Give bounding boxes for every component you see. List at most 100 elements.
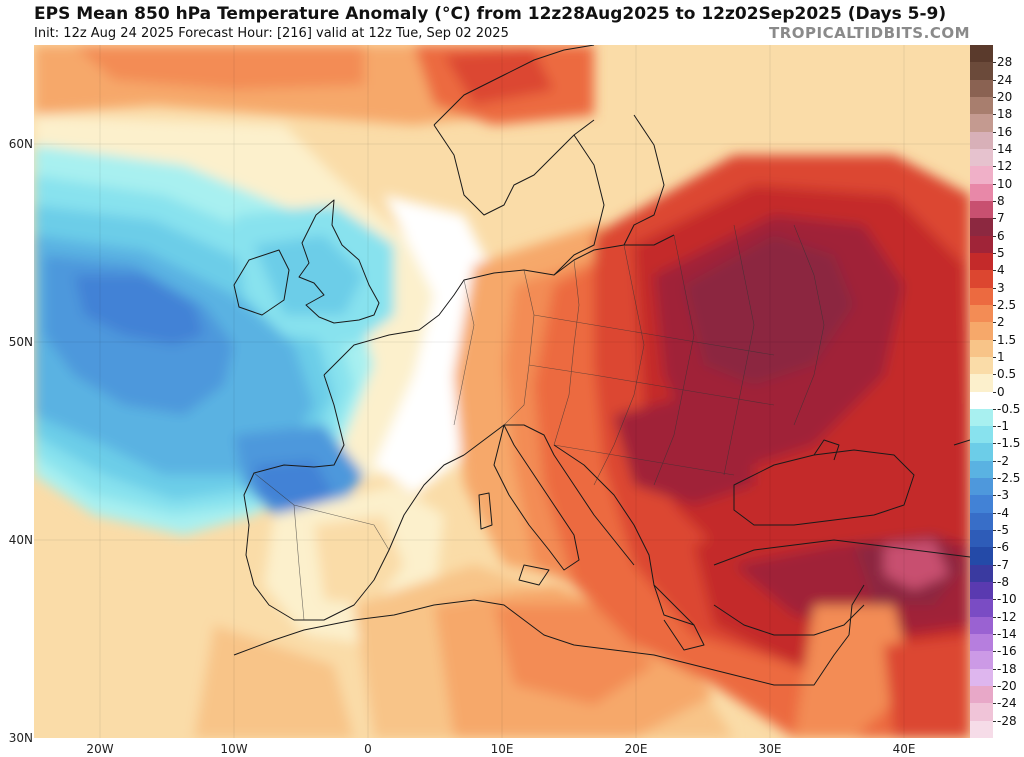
colorbar-label: -2 (997, 453, 1009, 468)
colorbar-cell (970, 443, 993, 462)
colorbar-label: -16 (997, 644, 1017, 659)
colorbar-cell (970, 408, 993, 427)
colorbar-label: -20 (997, 679, 1017, 694)
colorbar-tick (993, 304, 996, 306)
colorbar-tick (993, 547, 996, 549)
colorbar-cell (970, 720, 993, 739)
colorbar-tick (993, 131, 996, 133)
colorbar-label: -1 (997, 419, 1009, 434)
lat-label-30n: 30N (8, 731, 33, 745)
colorbar-label: 2 (997, 315, 1005, 330)
country-borders (253, 224, 825, 621)
colorbar-cell (970, 270, 993, 289)
colorbar-label: -2.5 (997, 471, 1021, 486)
brand-watermark: TROPICALTIDBITS.COM (769, 24, 970, 42)
colorbar-label: -4 (997, 505, 1009, 520)
colorbar-cell (970, 512, 993, 531)
colorbar-cell (970, 79, 993, 98)
anomaly-field (34, 45, 970, 738)
colorbar-tick (993, 478, 996, 480)
colorbar-cell (970, 166, 993, 185)
colorbar-label: -14 (997, 627, 1017, 642)
colorbar-tick (993, 200, 996, 202)
colorbar-tick (993, 668, 996, 670)
colorbar-tick (993, 391, 996, 393)
colorbar-cell (970, 426, 993, 444)
colorbar-cell (970, 530, 993, 548)
lon-label-0: 0 (364, 742, 372, 756)
colorbar-cell (970, 564, 993, 583)
colorbar-label: 3 (997, 280, 1005, 295)
colorbar-label: -0.5 (997, 401, 1021, 416)
colorbar-label: 5 (997, 245, 1005, 260)
lon-label-10e: 10E (490, 742, 514, 756)
coastlines (233, 45, 970, 686)
colorbar-cell-top (970, 45, 993, 63)
lon-label-10w: 10W (220, 742, 248, 756)
graticule (34, 45, 970, 738)
colorbar-tick (993, 616, 996, 618)
colorbar-cell (970, 339, 993, 358)
colorbar-label: -12 (997, 609, 1017, 624)
colorbar-cell (970, 183, 993, 202)
colorbar-cell (970, 582, 993, 600)
colorbar-label: 6 (997, 228, 1005, 243)
lat-label-60n: 60N (8, 137, 33, 151)
map-title: EPS Mean 850 hPa Temperature Anomaly (°C… (34, 4, 947, 24)
lon-label-20e: 20E (624, 742, 648, 756)
colorbar-label: -18 (997, 661, 1017, 676)
colorbar-cell (970, 148, 993, 167)
colorbar-label: 14 (997, 141, 1013, 156)
colorbar-tick (993, 79, 996, 81)
colorbar-cell (970, 356, 993, 375)
colorbar-tick (993, 287, 996, 289)
colorbar-cell (970, 304, 993, 323)
colorbar-label: 10 (997, 176, 1013, 191)
colorbar-tick (993, 530, 996, 532)
colorbar-tick (993, 114, 996, 116)
map-subtitle: Init: 12z Aug 24 2025 Forecast Hour: [21… (34, 26, 509, 41)
colorbar-cell (970, 616, 993, 635)
colorbar-tick (993, 720, 996, 722)
colorbar-label: 0 (997, 384, 1005, 399)
colorbar-tick (993, 356, 996, 358)
colorbar-cell (970, 200, 993, 219)
colorbar-label: -3 (997, 488, 1009, 503)
colorbar-tick (993, 62, 996, 64)
colorbar-cell (970, 114, 993, 133)
colorbar-cell (970, 460, 993, 479)
colorbar-label: 0.5 (997, 367, 1017, 382)
lon-label-40e: 40E (892, 742, 916, 756)
colorbar-cell (970, 252, 993, 271)
lon-label-20w: 20W (86, 742, 114, 756)
colorbar-legend: 28 24 20 18 16 14 12 10 8 7 6 5 4 3 2.5 2 1.5 1 0.5 0 -0.5 -1… (970, 45, 1024, 739)
colorbar-tick (993, 651, 996, 653)
colorbar-cell (970, 703, 993, 722)
colorbar-cell (970, 62, 993, 81)
colorbar-label: -7 (997, 557, 1009, 572)
colorbar-tick (993, 408, 996, 410)
colorbar-cell (970, 391, 993, 410)
colorbar-label: -6 (997, 540, 1009, 555)
colorbar-label: 18 (997, 107, 1013, 122)
colorbar-tick (993, 252, 996, 254)
colorbar-cell (970, 322, 993, 340)
colorbar-label: 4 (997, 263, 1005, 278)
colorbar-label: -10 (997, 592, 1017, 607)
lon-label-30e: 30E (758, 742, 782, 756)
colorbar-label: 7 (997, 211, 1005, 226)
colorbar-tick (993, 564, 996, 566)
colorbar-cell (970, 218, 993, 237)
colorbar-tick (993, 634, 996, 636)
colorbar-label: 12 (997, 159, 1013, 174)
colorbar-tick (993, 426, 996, 428)
colorbar-tick (993, 96, 996, 98)
colorbar-tick (993, 339, 996, 341)
colorbar-label: 24 (997, 72, 1013, 87)
colorbar-tick (993, 374, 996, 376)
colorbar-cell (970, 287, 993, 306)
colorbar-cell (970, 96, 993, 115)
colorbar-tick (993, 235, 996, 237)
colorbar-tick (993, 270, 996, 272)
colorbar-tick (993, 322, 996, 324)
